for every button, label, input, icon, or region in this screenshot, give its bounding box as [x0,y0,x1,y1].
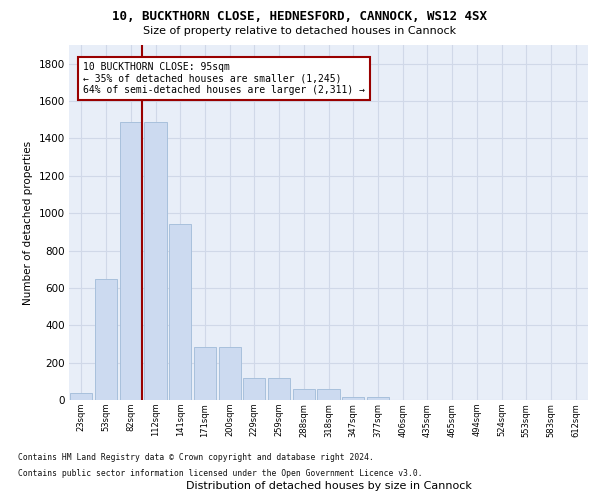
Bar [119,122,142,400]
Text: 10 BUCKTHORN CLOSE: 95sqm
← 35% of detached houses are smaller (1,245)
64% of se: 10 BUCKTHORN CLOSE: 95sqm ← 35% of detac… [83,62,365,95]
Text: 10, BUCKTHORN CLOSE, HEDNESFORD, CANNOCK, WS12 4SX: 10, BUCKTHORN CLOSE, HEDNESFORD, CANNOCK… [113,10,487,23]
Bar [293,389,315,400]
Bar [194,347,216,400]
Text: Size of property relative to detached houses in Cannock: Size of property relative to detached ho… [143,26,457,36]
Bar [169,224,191,400]
Bar [95,278,117,400]
Text: Contains HM Land Registry data © Crown copyright and database right 2024.: Contains HM Land Registry data © Crown c… [18,452,374,462]
Bar [243,378,265,400]
Bar [218,347,241,400]
Bar [145,122,167,400]
Y-axis label: Number of detached properties: Number of detached properties [23,140,33,304]
Bar [268,378,290,400]
X-axis label: Distribution of detached houses by size in Cannock: Distribution of detached houses by size … [185,481,472,491]
Bar [342,397,364,400]
Bar [317,389,340,400]
Bar [367,397,389,400]
Text: Contains public sector information licensed under the Open Government Licence v3: Contains public sector information licen… [18,469,422,478]
Bar [70,394,92,400]
